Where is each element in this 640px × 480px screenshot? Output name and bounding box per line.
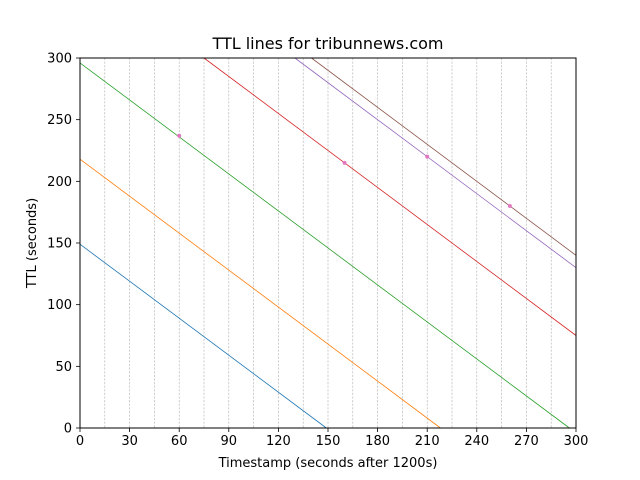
y-tick-label-4: 200 (47, 175, 72, 190)
series-layer (79, 57, 577, 429)
x-tick-label-0: 0 (76, 434, 84, 449)
x-tick-label-10: 300 (564, 434, 589, 449)
x-tick-label-3: 90 (221, 434, 238, 449)
x-axis: 0 30 60 90 120 150 180 210 240 270 300 (76, 428, 589, 449)
y-tick-label-1: 50 (55, 360, 72, 375)
ttl-line-4 (203, 57, 577, 336)
ttl-line-6 (311, 57, 577, 256)
ttl-line-2 (79, 158, 441, 429)
y-axis: 0 50 100 150 200 250 300 (47, 52, 80, 437)
x-tick-label-1: 30 (121, 434, 138, 449)
y-tick-label-2: 100 (47, 298, 72, 313)
gridlines (104, 58, 552, 428)
ttl-line-3 (79, 62, 570, 429)
marker-point-4 (507, 204, 512, 208)
y-tick-label-5: 250 (47, 113, 72, 128)
y-tick-label-6: 300 (47, 52, 72, 67)
x-tick-label-5: 150 (316, 434, 341, 449)
y-axis-label: TTL (seconds) (25, 198, 40, 289)
x-tick-label-9: 270 (514, 434, 539, 449)
x-axis-label: Timestamp (seconds after 1200s) (218, 456, 438, 471)
marker-point-3 (425, 154, 430, 159)
marker-point-1 (177, 133, 182, 138)
ttl-line-5 (294, 57, 577, 268)
x-tick-label-4: 120 (266, 434, 291, 449)
ttl-line-1 (79, 243, 327, 429)
marker-point-2 (342, 160, 347, 165)
x-tick-label-6: 180 (365, 434, 390, 449)
x-tick-label-7: 210 (415, 434, 440, 449)
chart-title: TTL lines for tribunnews.com (211, 34, 443, 53)
y-tick-label-3: 150 (47, 237, 72, 252)
x-tick-label-2: 60 (171, 434, 188, 449)
y-tick-label-0: 0 (64, 422, 72, 437)
marker-layer (177, 133, 512, 208)
x-tick-label-8: 240 (464, 434, 489, 449)
